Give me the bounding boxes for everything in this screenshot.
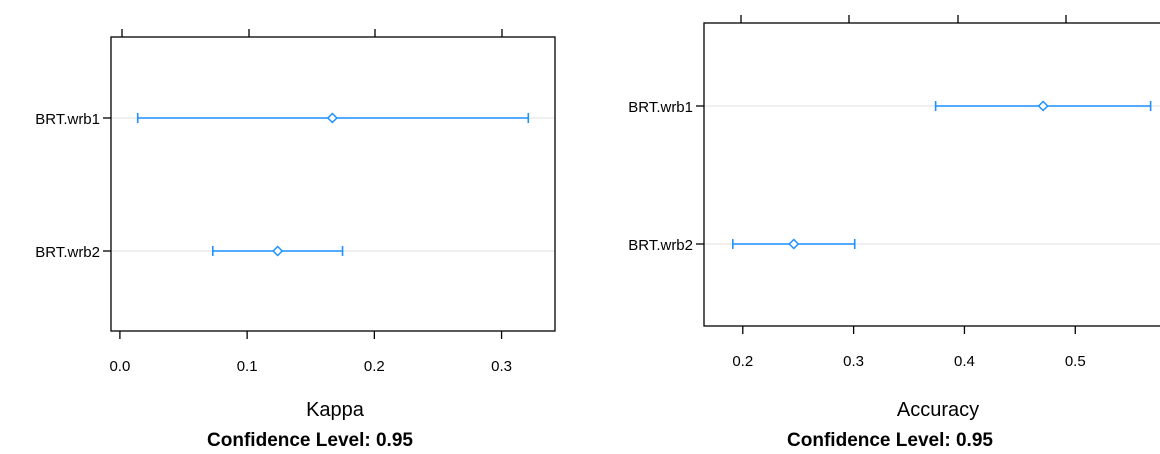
- point-estimate: [272, 245, 284, 257]
- point-estimate: [326, 112, 338, 124]
- x-tick-label: 0.1: [237, 358, 258, 375]
- x-tick-label: 0.3: [491, 358, 512, 375]
- x-tick-label: 0.2: [364, 358, 385, 375]
- confidence-caption: Confidence Level: 0.95: [207, 430, 413, 451]
- x-tick-label: 0.4: [954, 353, 975, 370]
- confidence-caption: Confidence Level: 0.95: [787, 430, 993, 451]
- x-axis-label: Kappa: [306, 399, 365, 421]
- category-label: BRT.wrb1: [35, 111, 100, 128]
- x-tick-label: 0.3: [843, 353, 864, 370]
- category-label: BRT.wrb1: [628, 99, 693, 116]
- category-label: BRT.wrb2: [628, 237, 693, 254]
- x-tick-label: 0.5: [1065, 353, 1086, 370]
- accuracy-panel: 0.2 0.3 0.4 0.5 BRT.wrb1 BRT.wrb2 Accuracy Conf…: [628, 15, 1160, 451]
- x-tick-label: 0.2: [732, 353, 753, 370]
- point-estimate: [788, 238, 800, 250]
- x-tick-label: 0.0: [109, 358, 130, 375]
- plot-frame: [110, 36, 556, 332]
- plot-frame: [703, 22, 1160, 327]
- x-axis-label: Accuracy: [897, 399, 979, 421]
- point-estimate: [1037, 100, 1049, 112]
- kappa-panel: 0.0 0.1 0.2 0.3 BRT.wrb1 BRT.wrb2 Kappa Confide…: [35, 29, 556, 451]
- category-label: BRT.wrb2: [35, 244, 100, 261]
